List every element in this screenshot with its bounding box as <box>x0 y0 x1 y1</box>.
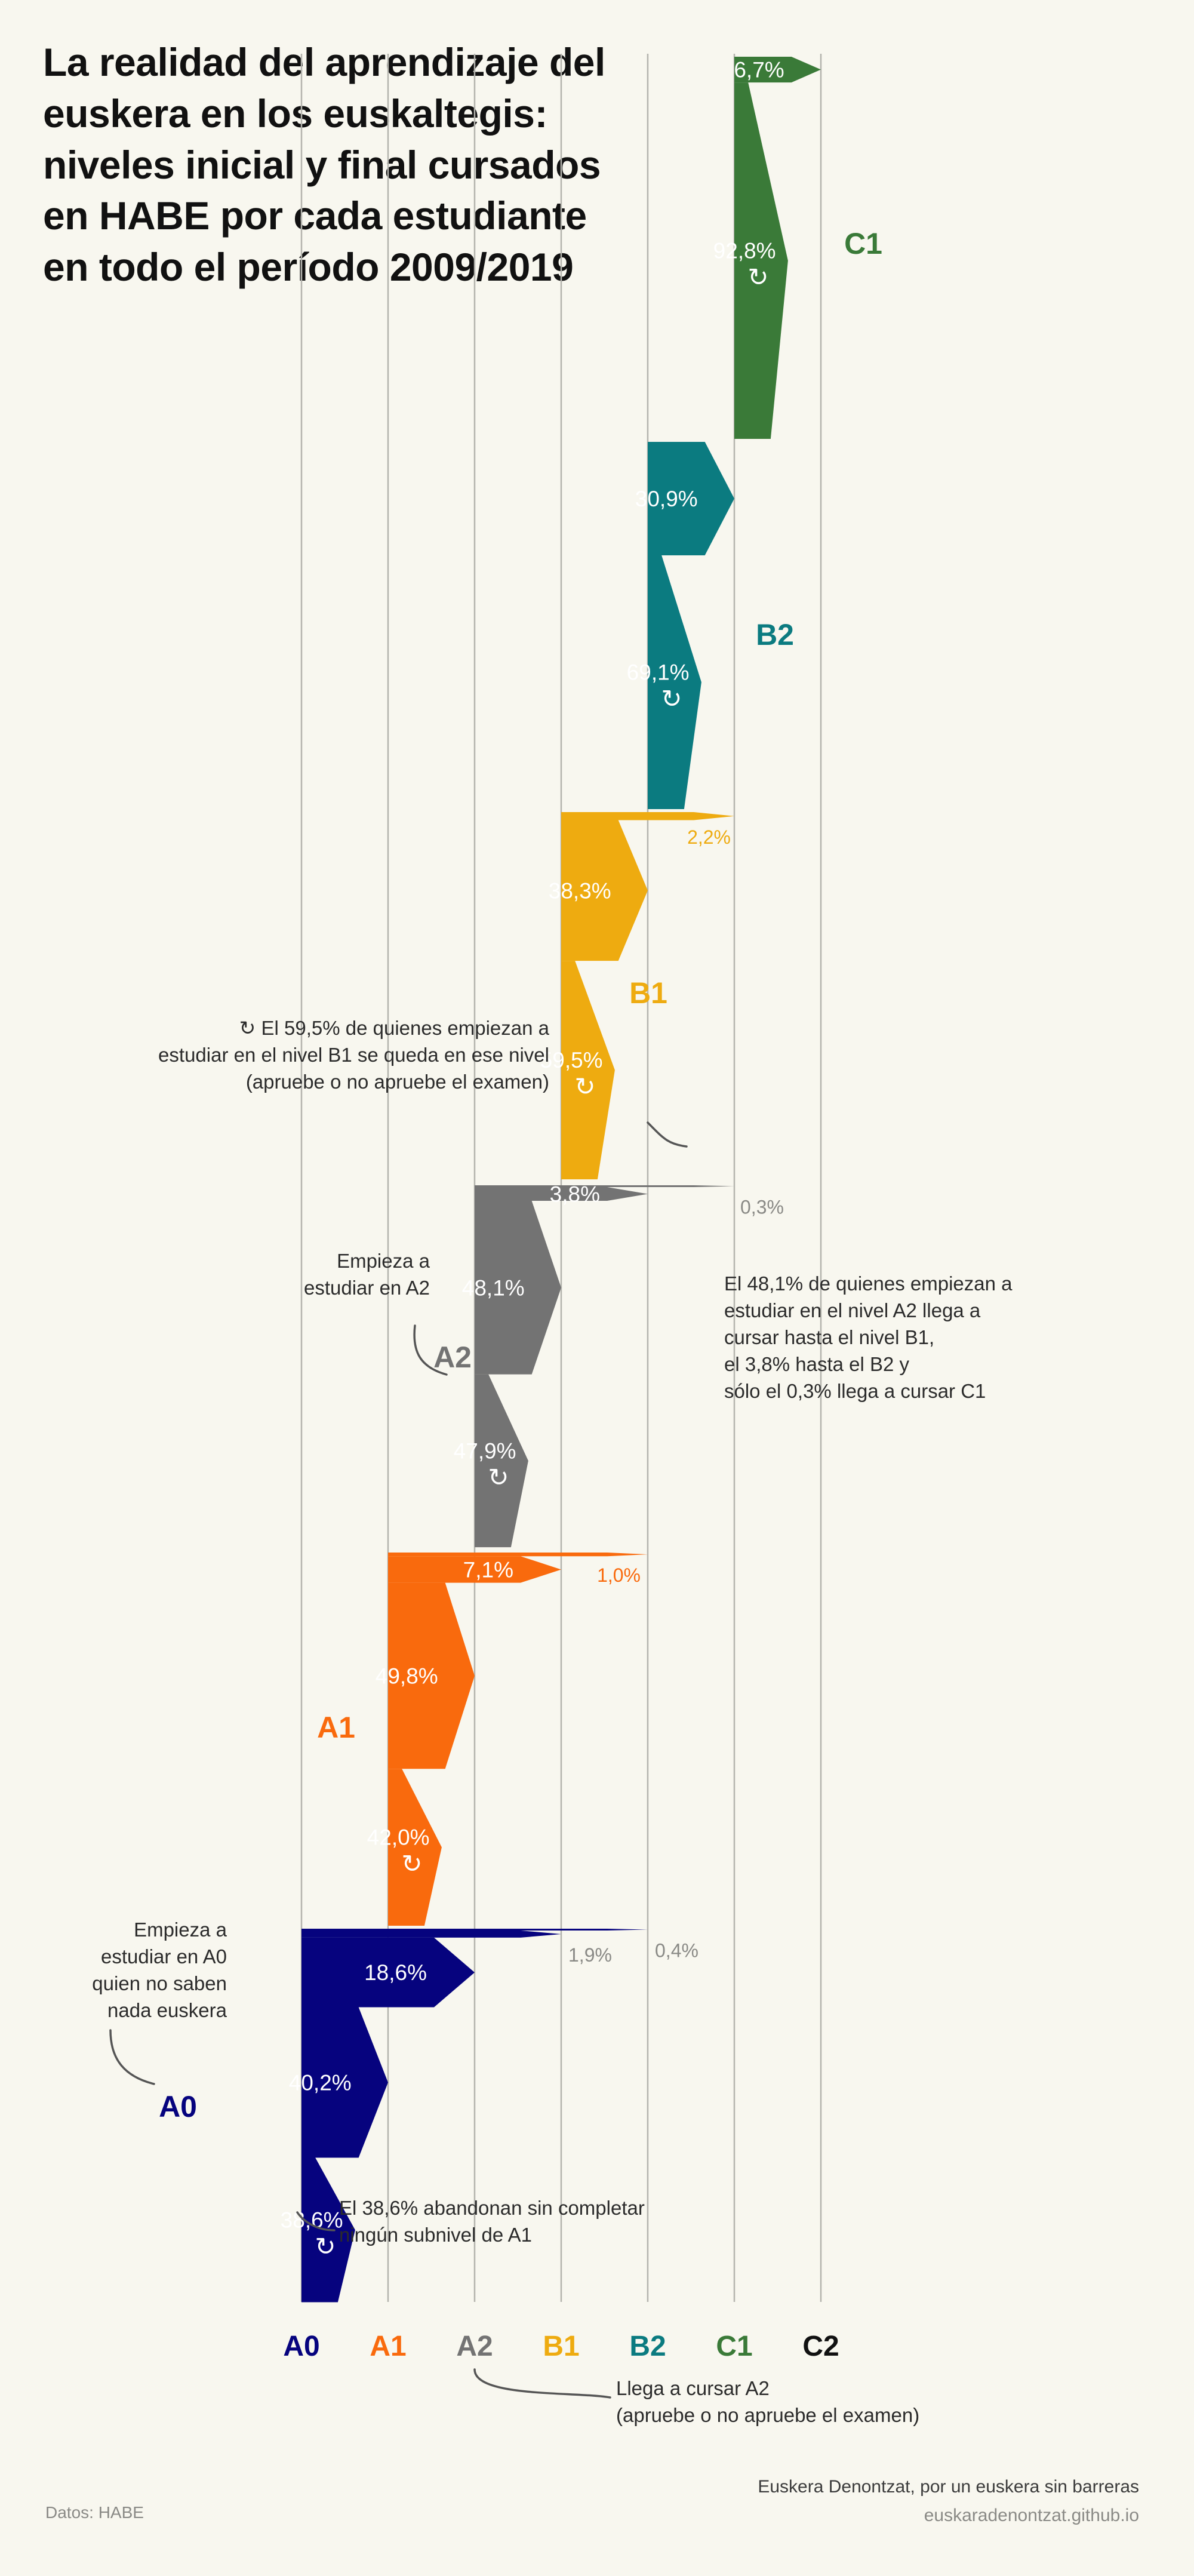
leader-a0-dropout <box>296 2211 336 2231</box>
flow-A2-to-B2 <box>475 1187 648 1201</box>
value-label-B1-to-B2: 38,3% <box>549 878 611 903</box>
leader-a0-start <box>109 2029 155 2085</box>
value-label-C1-to-C2: 6,7% <box>734 58 784 82</box>
loop-icon-B1: ↻ <box>574 1072 595 1101</box>
axis-label-A2: A2 <box>456 2331 493 2362</box>
value-label-A1-to-A1: 42,0% <box>367 1825 430 1850</box>
page-title: La realidad del aprendizaje del euskera … <box>43 37 688 293</box>
title-line-4: en HABE por cada estudiante <box>43 193 587 238</box>
flow-A2-to-B1 <box>475 1200 561 1375</box>
axis-label-C1: C1 <box>716 2331 752 2362</box>
band-A2: 0,3% 3,8% 48,1% 47,9%↻ A2 <box>433 1182 784 1548</box>
flow-A2-to-C1 <box>475 1185 734 1187</box>
flow-C1-to-C2 <box>734 57 821 83</box>
band-B2: 30,9% 69,1%↻ B2 <box>627 442 794 809</box>
footer-website[interactable]: euskaradenontzat.github.io <box>924 2506 1139 2525</box>
value-label-A2-to-A2: 47,9% <box>454 1438 516 1463</box>
flow-A0-to-A1 <box>301 2007 388 2158</box>
footer-source: Datos: HABE <box>45 2503 144 2522</box>
band-label-A1: A1 <box>317 1711 355 1744</box>
axis-label-C2: C2 <box>802 2331 839 2362</box>
flow-A1-to-B1 <box>388 1556 561 1583</box>
loop-icon-A1: ↻ <box>401 1850 422 1878</box>
annotation-b1-stay: ↻ El 59,5% de quienes empiezan a estudia… <box>158 1017 549 1093</box>
value-label-B2-to-C1: 30,9% <box>635 487 698 511</box>
title-line-1: La realidad del aprendizaje del <box>43 40 605 84</box>
flow-B1-to-B2 <box>561 820 648 961</box>
loop-icon-A2: ↻ <box>488 1463 509 1491</box>
flow-A0-to-B2 <box>301 1929 648 1931</box>
flow-A1-to-B2 <box>388 1553 648 1557</box>
flow-A1-to-A1 <box>388 1769 442 1926</box>
band-B1: 2,2% 38,3% 59,5%↻ B1 <box>540 812 734 1179</box>
value-label-A1-to-B1: 7,1% <box>463 1557 513 1582</box>
footer-org: Euskera Denontzat, por un euskera sin ba… <box>758 2477 1139 2497</box>
flow-B1-to-C1 <box>561 812 734 820</box>
annotation-a0-start: Empieza a estudiar en A0 quien no saben … <box>92 1919 227 2021</box>
axis-label-A1: A1 <box>370 2331 406 2362</box>
value-label-B1-to-B1: 59,5% <box>540 1048 603 1072</box>
leader-axis-a2 <box>473 2368 611 2399</box>
annotation-a2-progress: El 48,1% de quienes empiezan a estudiar … <box>724 1272 1013 1402</box>
value-label-C1-to-C1: 92,8% <box>713 239 776 263</box>
band-label-C1: C1 <box>844 227 882 260</box>
value-label-A2-to-B1: 48,1% <box>462 1275 525 1300</box>
value-label-A0-to-B1: 1,9% <box>568 1944 612 1966</box>
flow-A0-to-B1 <box>301 1931 561 1938</box>
loop-icon-C1: ↻ <box>747 263 768 291</box>
flow-A0-to-A2 <box>301 1937 475 2008</box>
annotation-a2-start: Empieza a estudiar en A2 <box>304 1250 430 1299</box>
band-A0: 0,4% 1,9% 18,6% 40,2% 38,6%↻ A0 <box>159 1929 698 2303</box>
axis-label-B1: B1 <box>543 2331 579 2362</box>
leader-lines <box>109 1121 688 2399</box>
band-A1: 1,0% 7,1% 49,8% 42,0%↻ A1 <box>317 1553 648 1926</box>
flow-C1-to-C1 <box>734 82 788 439</box>
leader-a2-start <box>413 1324 448 1376</box>
band-C1: 6,7% 92,8%↻ C1 <box>713 57 882 439</box>
flow-A1-to-A2 <box>388 1582 475 1769</box>
title-line-3: niveles inicial y final cursados <box>43 142 601 187</box>
band-label-A2: A2 <box>433 1341 472 1374</box>
band-label-B1: B1 <box>629 976 667 1010</box>
axis-label-B2: B2 <box>629 2331 666 2362</box>
title-line-2: euskera en los euskaltegis: <box>43 91 547 136</box>
band-label-A0: A0 <box>159 2090 197 2123</box>
annotation-a0-dropout: El 38,6% abandonan sin completar ningún … <box>339 2197 645 2246</box>
axis-labels: A0 A1 A2 B1 B2 C1 C2 <box>283 2331 839 2362</box>
title-line-5: en todo el período 2009/2019 <box>43 245 574 290</box>
loop-icon-B2: ↻ <box>661 685 682 713</box>
flow-B2-to-C1 <box>648 442 734 556</box>
value-label-A0-to-A1: 40,2% <box>289 2071 352 2095</box>
value-label-A0-to-B2: 0,4% <box>655 1940 698 1962</box>
band-label-B2: B2 <box>756 618 794 651</box>
flow-B2-to-B2 <box>648 555 701 809</box>
value-label-A0-to-A0: 38,6% <box>281 2208 343 2233</box>
value-label-A2-to-C1: 0,3% <box>740 1197 784 1218</box>
annotation-axis-a2: Llega a cursar A2 (apruebe o no apruebe … <box>616 2377 920 2426</box>
value-label-B2-to-B2: 69,1% <box>627 660 690 685</box>
loop-icon-A0: ↻ <box>315 2233 336 2261</box>
value-label-A1-to-B2: 1,0% <box>597 1564 641 1586</box>
flow-A2-to-A2 <box>475 1374 528 1548</box>
value-label-A0-to-A2: 18,6% <box>364 1960 427 1985</box>
value-label-A2-to-B2: 3,8% <box>550 1182 600 1206</box>
value-label-B1-to-C1: 2,2% <box>687 826 731 848</box>
flow-B1-to-B1 <box>561 961 615 1179</box>
leader-b1-stay <box>647 1121 688 1148</box>
axis-label-A0: A0 <box>283 2331 319 2362</box>
value-label-A1-to-A2: 49,8% <box>376 1664 438 1688</box>
